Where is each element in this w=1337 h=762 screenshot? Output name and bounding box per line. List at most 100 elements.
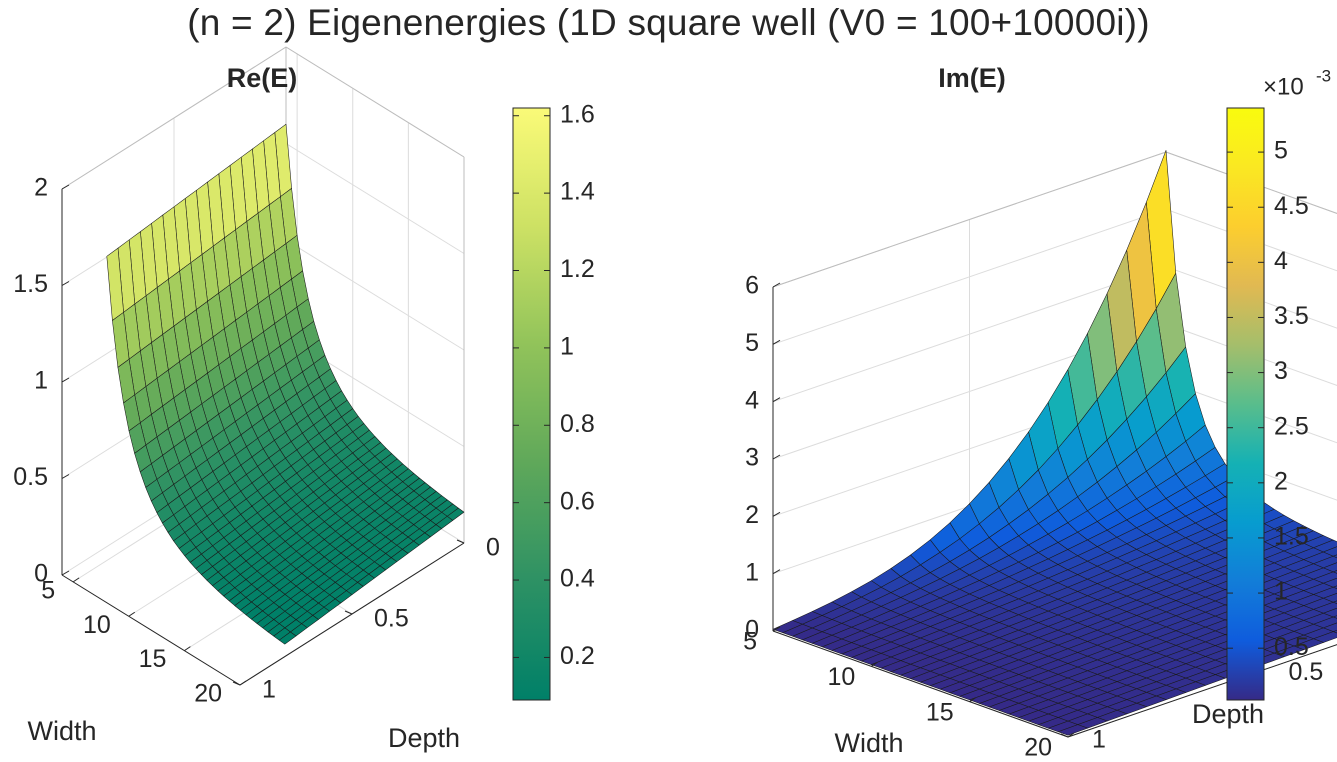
figure-title: (n = 2) Eigenenergies (1D square well (V… [187,2,1150,43]
x-tick-label: 5 [41,576,55,604]
grid-line-back-z [1165,323,1337,386]
colorbar-tick-label: 2 [1274,467,1288,495]
y-tick-label: 0.5 [1289,658,1324,686]
axes-im-e: 0123456510152000.51WidthDepthIm(E)0.511.… [743,63,1337,762]
colorbar-tick-label: 1 [560,333,574,361]
x-tick-label: 15 [926,698,954,726]
axes-box-edge [1165,151,1337,214]
x-tick [772,626,780,632]
y-axis-label: Depth [388,723,460,753]
z-tick [772,569,781,575]
z-tick-label: 0 [745,616,759,644]
z-tick [772,397,781,403]
grid-line-side-z [772,266,1167,403]
surface-patch [1332,585,1337,590]
x-tick [239,680,247,686]
y-tick [232,681,241,686]
z-tick-label: 5 [745,329,759,357]
z-tick-label: 4 [745,386,759,414]
colorbar [512,107,551,701]
z-tick [61,184,70,190]
colorbar-exponent-power: -3 [1316,66,1331,85]
z-tick-label: 2 [745,501,759,529]
x-tick [128,611,136,617]
y-tick [1060,733,1069,738]
z-tick [772,282,781,288]
colorbar-tick-label: 0.5 [1274,633,1309,661]
x-axis-label: Width [27,716,96,746]
colorbar-tick-label: 1 [1274,578,1288,606]
x-tick-label: 20 [194,680,222,708]
subplot-title: Im(E) [938,63,1006,93]
x-tick-label: 15 [139,645,167,673]
y-tick [344,610,353,615]
x-tick [1067,732,1075,738]
colorbar [1226,107,1265,701]
axes-re-e: 0 0.5 1 1.5 2 5 10 15 20 0 0.5 1 Width Depth Re(E) 0.2 0… [13,46,595,753]
colorbar-tick-label: 2.5 [1274,412,1309,440]
colorbar-tick-label: 1.2 [560,255,595,283]
x-tick-label: 5 [743,628,757,656]
axes-box-edge [772,151,1167,288]
x-tick [969,697,976,703]
colorbar-tick-label: 0.8 [560,410,595,438]
colorbar-tick-label: 3 [1274,357,1288,385]
z-tick-label: 0.5 [13,463,48,491]
z-tick-label: 0 [34,560,48,588]
x-tick-label: 10 [83,611,111,639]
colorbar-tick-label: 1.5 [1274,523,1309,551]
y-tick-label: 1 [262,676,276,704]
z-tick [772,511,781,517]
x-tick [72,577,80,583]
z-tick [61,377,70,383]
grid-line-back-z [285,143,465,254]
surface-patch [1057,724,1088,736]
axes-box-edge [61,46,287,190]
grid-line-back-z [1165,208,1337,272]
surface-patch [1333,615,1337,619]
colorbar-tick-label: 1.6 [560,100,595,128]
z-tick [772,454,781,460]
subplot-title: Re(E) [227,63,298,93]
surface-patch [1332,570,1337,574]
colorbar-tick-label: 0.4 [560,565,595,593]
colorbar-tick-label: 3.5 [1274,302,1309,330]
x-axis-line [772,630,1069,738]
colorbar-tick-label: 0.2 [560,642,595,670]
surface-patch [1333,629,1337,634]
colorbar-tick-label: 4 [1274,247,1288,275]
colorbar-exponent: ×10 [1263,73,1304,100]
z-tick-label: 6 [745,272,759,300]
z-tick [61,474,70,479]
x-tick-label: 20 [1024,734,1052,762]
surface-patch [278,631,297,645]
x-tick [871,661,878,667]
grid-line-back-z [1165,380,1337,444]
axes-box-edge [285,46,465,158]
z-tick-label: 2 [34,174,48,202]
grid-line-side-z [772,208,1167,345]
grid-line-back-z [285,239,465,351]
grid-line-back-z [1165,266,1337,329]
surface [106,123,465,645]
z-tick-label: 1 [34,367,48,395]
x-axis-line [61,574,241,686]
z-tick [61,570,70,576]
x-tick-label: 10 [828,663,856,691]
colorbar-tick-label: 0.6 [560,487,595,515]
x-tick [184,646,191,652]
x-axis-label: Width [834,728,903,758]
z-tick [61,281,70,286]
colorbar-tick-label: 4.5 [1274,192,1309,220]
surface-patch [1332,554,1337,559]
y-tick-label: 1 [1092,726,1106,754]
z-tick [772,339,781,345]
z-tick-label: 1 [745,558,759,586]
surface [772,150,1337,736]
y-tick [456,539,465,544]
z-tick-label: 1.5 [13,270,48,298]
y-tick-label: 0.5 [374,605,409,633]
colorbar-tick-label: 1.4 [560,178,595,206]
